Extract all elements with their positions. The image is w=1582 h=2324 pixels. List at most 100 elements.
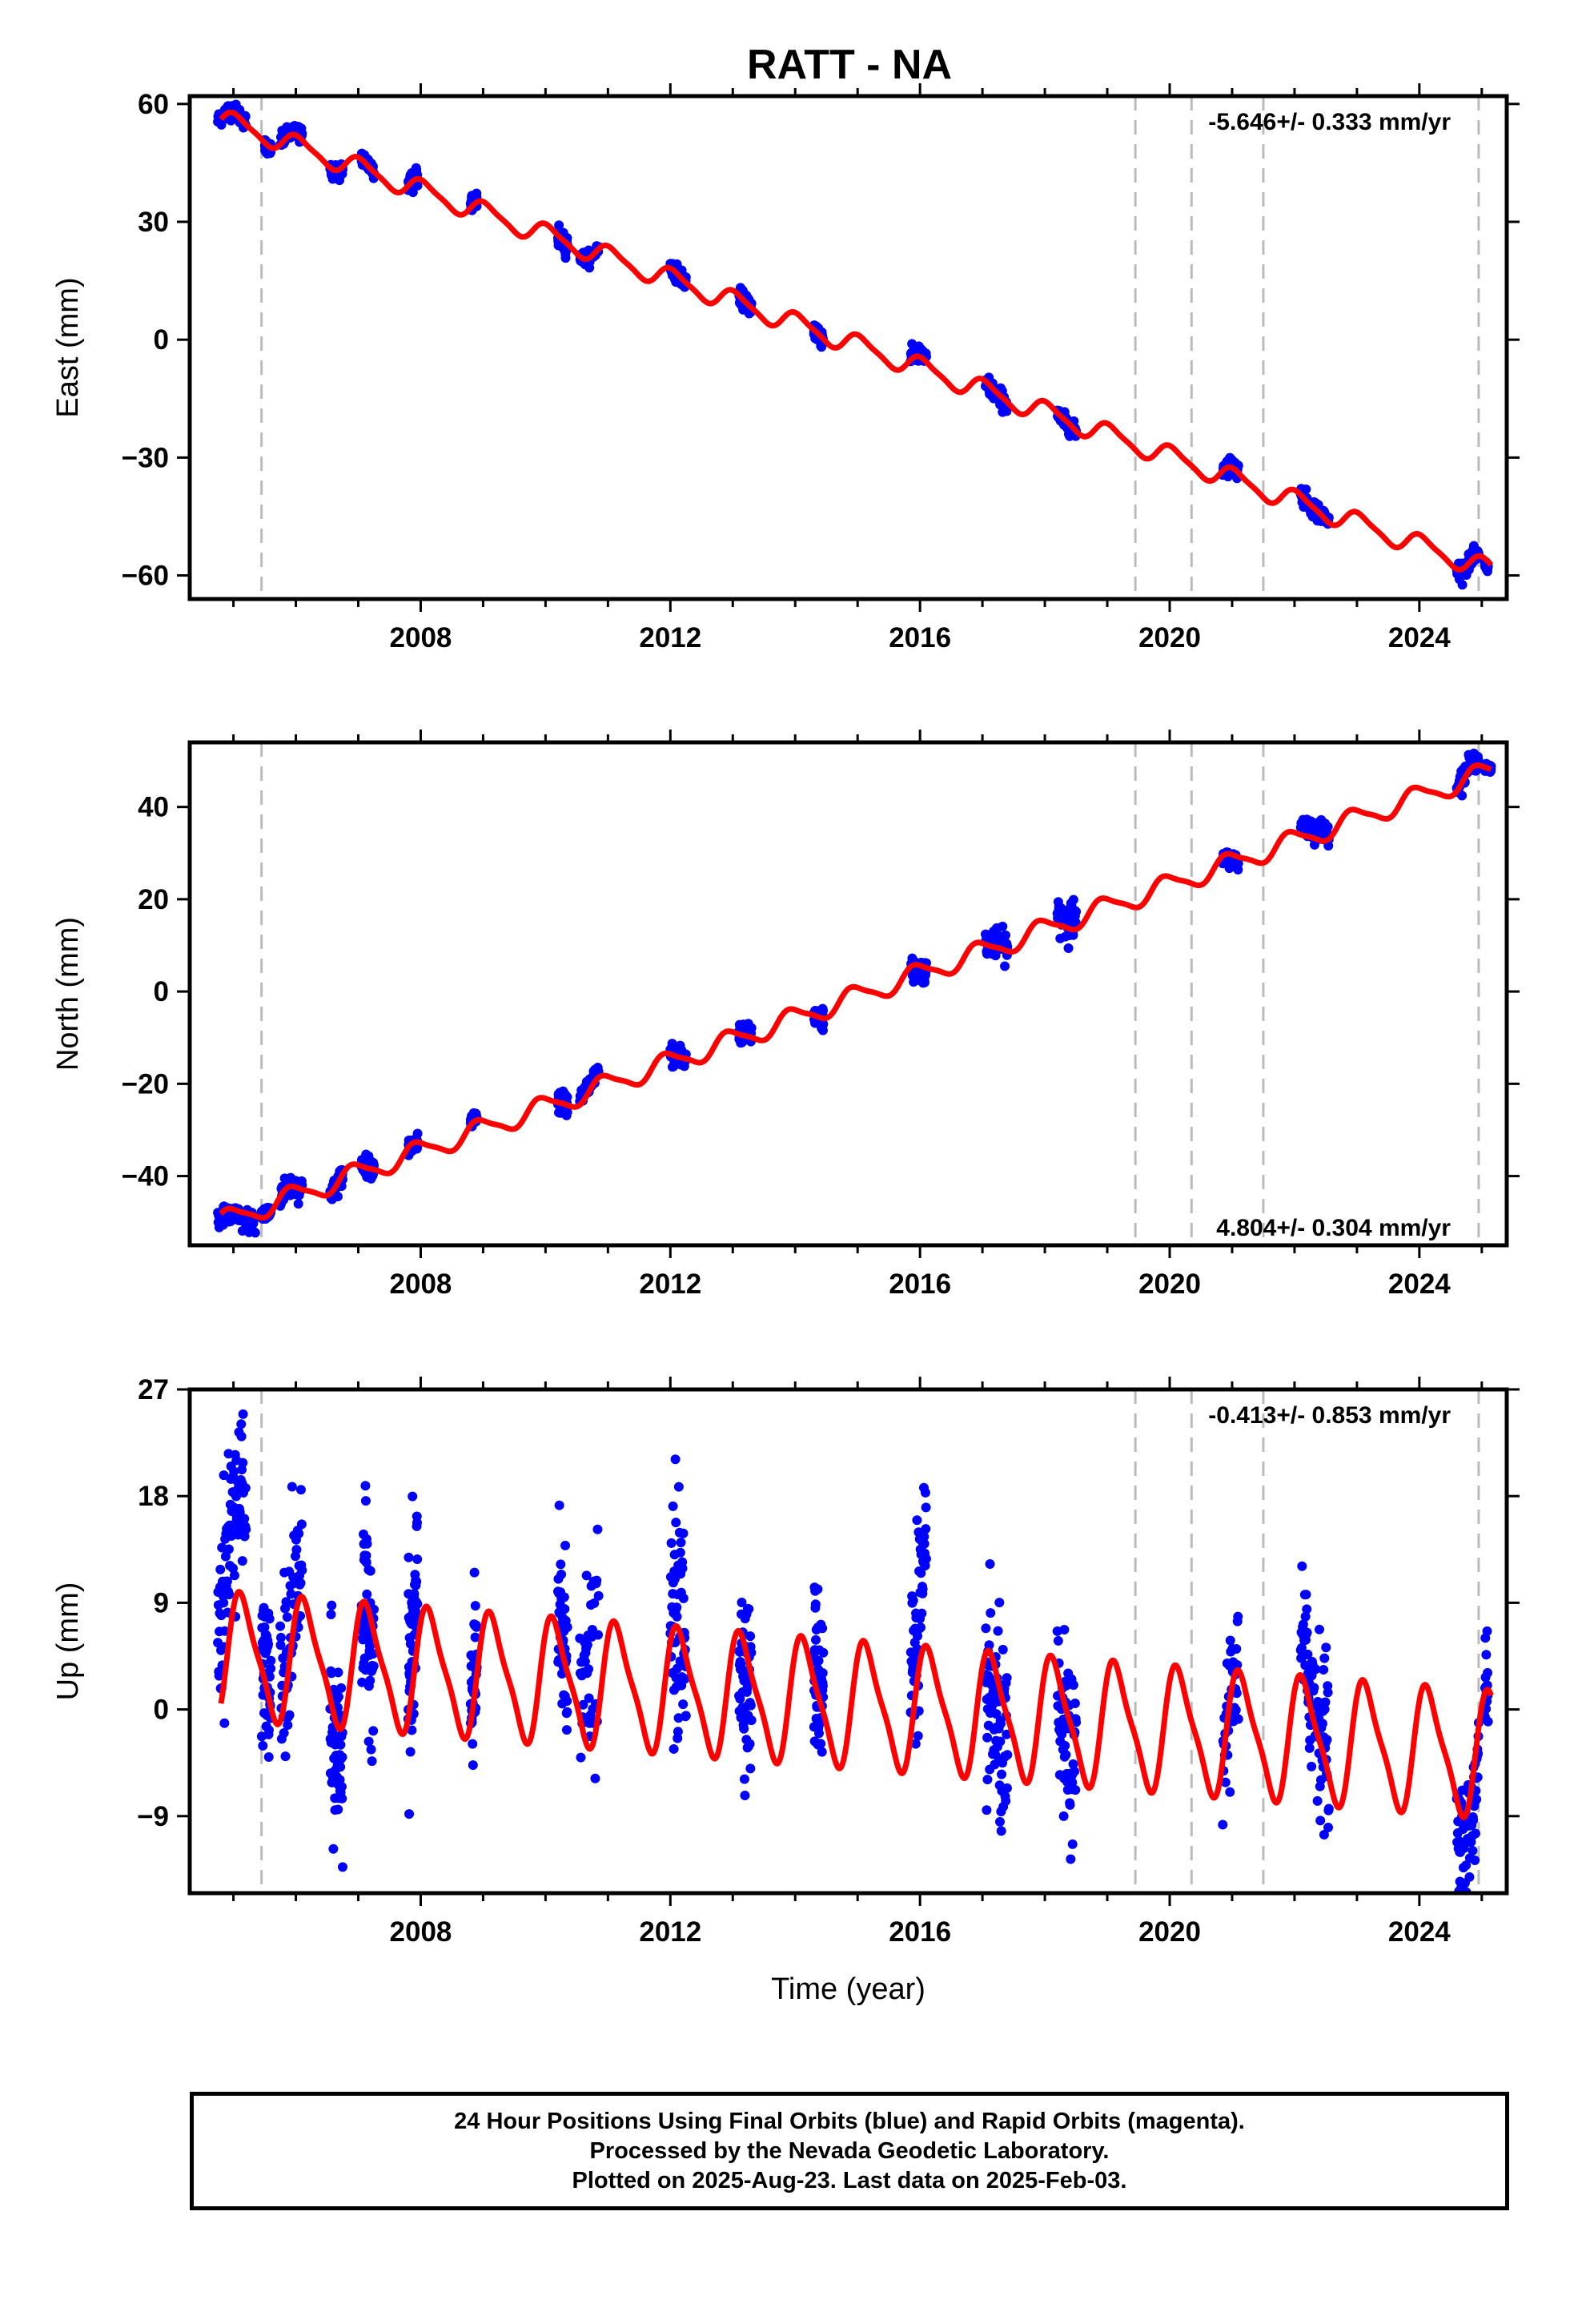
x-tick-label: 2024 bbox=[1388, 622, 1451, 653]
data-point bbox=[1225, 1635, 1235, 1646]
data-point bbox=[993, 1626, 1003, 1636]
data-point bbox=[1323, 822, 1333, 832]
data-point bbox=[367, 1756, 377, 1767]
data-point bbox=[365, 1566, 375, 1576]
data-point bbox=[296, 1519, 307, 1530]
data-point bbox=[810, 1634, 821, 1645]
data-point bbox=[584, 1664, 594, 1675]
data-point bbox=[236, 1431, 247, 1441]
data-point bbox=[1321, 1642, 1331, 1653]
data-point bbox=[295, 1485, 306, 1495]
data-point bbox=[560, 1540, 571, 1550]
data-point bbox=[1001, 1795, 1011, 1806]
data-point bbox=[1323, 1803, 1334, 1814]
data-point bbox=[576, 1752, 586, 1763]
data-point bbox=[1456, 1936, 1465, 1946]
data-point bbox=[1065, 1799, 1075, 1810]
data-point bbox=[1068, 1680, 1078, 1691]
data-point bbox=[412, 1577, 422, 1587]
data-point bbox=[219, 1598, 229, 1608]
data-point bbox=[1225, 1787, 1235, 1797]
data-point bbox=[678, 1528, 689, 1538]
data-point bbox=[412, 1518, 422, 1528]
data-point bbox=[681, 1711, 691, 1721]
data-point bbox=[1315, 1815, 1326, 1826]
data-point bbox=[745, 1763, 756, 1774]
data-point bbox=[1317, 1719, 1327, 1729]
x-tick-label: 2024 bbox=[1388, 1269, 1451, 1300]
data-point bbox=[982, 1775, 993, 1785]
data-point bbox=[921, 1502, 931, 1513]
y-axis-title: East (mm) bbox=[51, 277, 85, 417]
data-point bbox=[1058, 1811, 1069, 1821]
data-point bbox=[593, 1590, 604, 1601]
data-point bbox=[916, 1622, 926, 1633]
data-point bbox=[1323, 1823, 1334, 1833]
data-point bbox=[813, 1584, 823, 1594]
x-tick-label: 2012 bbox=[639, 622, 701, 653]
data-point bbox=[404, 1552, 414, 1562]
data-point bbox=[562, 1092, 572, 1102]
data-point bbox=[746, 1715, 757, 1726]
data-point bbox=[559, 1592, 569, 1602]
rate-label: -5.646+/- 0.333 mm/yr bbox=[1208, 109, 1451, 135]
data-point bbox=[1323, 1687, 1333, 1698]
x-tick-label: 2008 bbox=[390, 622, 452, 653]
data-point bbox=[327, 1600, 337, 1610]
data-point bbox=[283, 1720, 293, 1731]
data-point bbox=[1070, 1698, 1080, 1708]
data-point bbox=[998, 1644, 1008, 1655]
data-point bbox=[333, 1804, 343, 1815]
data-point bbox=[275, 1632, 286, 1642]
y-tick-label: 0 bbox=[154, 976, 169, 1007]
data-point bbox=[224, 1590, 235, 1600]
data-point bbox=[280, 1751, 291, 1762]
footer-line-1: 24 Hour Positions Using Final Orbits (bl… bbox=[454, 2108, 1245, 2134]
footer-caption: 24 Hour Positions Using Final Orbits (bl… bbox=[190, 2092, 1509, 2210]
data-point bbox=[982, 1732, 993, 1743]
data-point bbox=[240, 1375, 250, 1385]
data-point bbox=[818, 1005, 829, 1015]
data-point bbox=[470, 1601, 480, 1611]
data-points bbox=[213, 748, 1496, 1238]
data-point bbox=[1068, 895, 1078, 905]
data-point bbox=[1002, 1783, 1012, 1793]
data-point bbox=[1301, 485, 1311, 495]
data-point bbox=[404, 1809, 415, 1819]
data-point bbox=[412, 1554, 423, 1565]
data-point bbox=[561, 1725, 572, 1735]
x-tick-label: 2024 bbox=[1388, 1916, 1451, 1948]
data-point bbox=[332, 1192, 343, 1202]
data-point bbox=[556, 1569, 567, 1579]
data-point bbox=[668, 1501, 678, 1511]
data-point bbox=[913, 1731, 923, 1741]
data-point bbox=[264, 1614, 275, 1624]
data-point bbox=[673, 1727, 683, 1737]
data-point bbox=[229, 1570, 239, 1581]
data-point bbox=[1472, 1794, 1482, 1804]
data-point bbox=[920, 1487, 930, 1498]
y-tick-label: 9 bbox=[154, 1587, 169, 1618]
y-tick-label: 0 bbox=[154, 1695, 169, 1726]
data-point bbox=[215, 1564, 226, 1574]
data-point bbox=[917, 1608, 927, 1618]
data-point bbox=[562, 1622, 572, 1632]
x-tick-label: 2020 bbox=[1138, 622, 1201, 653]
y-tick-label: 60 bbox=[138, 89, 169, 120]
data-point bbox=[810, 1599, 821, 1610]
y-axis-title: North (mm) bbox=[51, 917, 85, 1071]
data-point bbox=[921, 1554, 931, 1564]
y-tick-label: 18 bbox=[138, 1481, 169, 1512]
data-point bbox=[673, 1482, 684, 1492]
data-point bbox=[592, 1575, 602, 1586]
data-point bbox=[1481, 1650, 1492, 1660]
data-point bbox=[739, 1774, 749, 1784]
data-point bbox=[670, 1454, 681, 1465]
data-point bbox=[241, 1524, 251, 1534]
data-point bbox=[360, 1481, 371, 1491]
data-point bbox=[921, 1524, 931, 1534]
data-point bbox=[746, 1023, 757, 1033]
data-point bbox=[1309, 1683, 1319, 1693]
data-point bbox=[366, 1744, 376, 1755]
panel-up: 2008 2012 2016 2020 2024 −9 0 9 18 27 Up (mm) Time … bbox=[51, 1374, 1520, 2006]
